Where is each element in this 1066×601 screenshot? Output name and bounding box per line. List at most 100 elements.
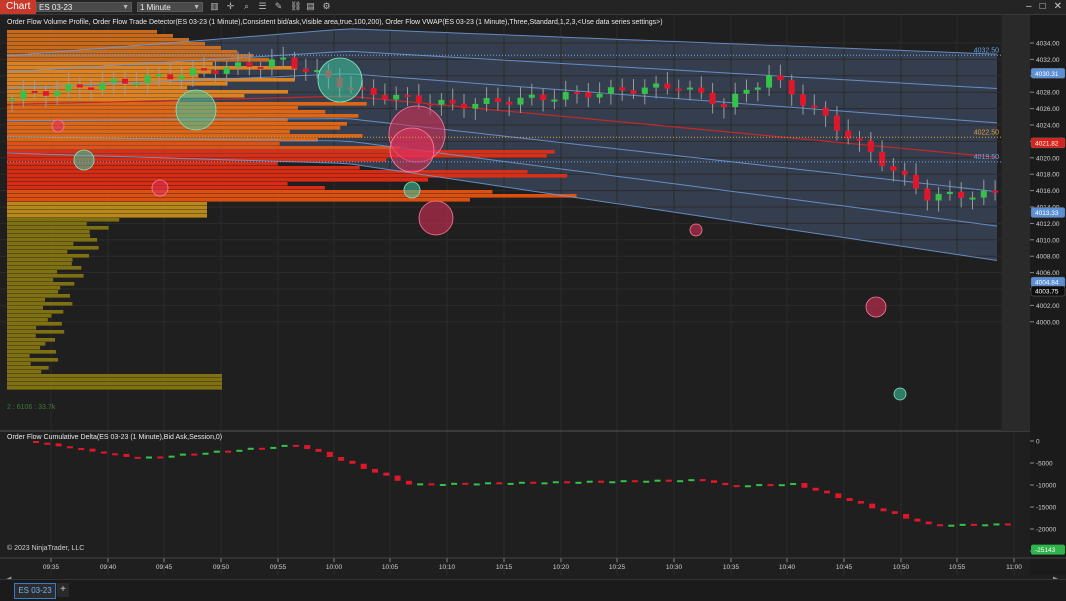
sell-trade-bubble [865,296,887,318]
delta-bar-down [33,441,39,443]
candle-down [675,88,682,91]
candle-up [687,87,693,90]
volume-profile-bar [7,190,493,194]
volume-profile-bar [7,354,30,358]
volume-profile-bar [7,282,75,286]
candle-down [585,92,592,98]
time-axis-label: 10:20 [553,564,570,571]
price-axis-label: 4016.00 [1036,188,1060,195]
delta-bar-down [338,457,345,461]
delta-bar-up [213,450,220,453]
delta-bar-up [247,447,254,450]
volume-profile-bar [7,266,82,270]
delta-bar-down [598,480,604,483]
time-axis-label: 10:25 [609,564,626,571]
candle-up [607,87,614,94]
price-axis-label: 4024.00 [1036,123,1060,130]
candle-down [302,68,309,72]
delta-bar-down [326,451,333,458]
chevron-down-icon: ▼ [122,4,129,11]
period-selector[interactable]: 1 Minute ▼ [137,2,203,12]
delta-bar-up [586,480,593,483]
zoom-icon[interactable]: ⌕ [243,1,250,11]
data-box-icon[interactable]: ▤ [306,1,315,11]
window-minimize-icon[interactable]: – [1026,1,1032,12]
price-axis-label: 4028.00 [1036,90,1060,97]
candle-down [788,80,795,95]
candle-down [167,74,174,80]
price-axis[interactable]: 4034.004032.004030.004028.004026.004024.… [1030,41,1066,327]
time-axis[interactable]: 09:35 09:40 09:45 09:50 09:55 10:00 10:05 10:10… [43,558,1022,571]
price-axis-label: 4032.00 [1036,57,1060,64]
strategy-icon[interactable]: ⚙ [322,1,331,11]
bottom-tab-bar: ES 03-23 + [0,579,1066,601]
delta-bar-down [44,442,51,445]
volume-profile-bar [7,150,555,154]
candle-up [280,57,287,60]
volume-profile-bar [7,298,46,302]
delta-bar-up [620,480,627,483]
candle-down [867,140,874,152]
delta-bar-up [756,484,763,487]
volume-profile-bar [7,310,64,314]
delta-bar-down [801,483,808,488]
candle-down [122,78,128,84]
buy-trade-bubble [175,89,217,131]
cumulative-delta-bars [33,441,1011,527]
candle-down [800,94,806,106]
candle-up [596,93,603,98]
delta-axis[interactable]: 0-5000-10000-15000-20000-25000-25143 [1030,439,1065,556]
delta-bar-down [722,482,729,486]
candle-up [551,99,558,102]
delta-axis-label: -5000 [1036,461,1053,468]
vwap-line [6,95,998,158]
candle-up [754,87,761,90]
window-close-icon[interactable]: ✕ [1053,1,1062,12]
volume-profile-bar [7,86,188,90]
delta-bar-down [191,453,198,456]
candle-up [235,62,241,68]
volume-profile-bar [7,130,290,134]
delta-bar-down [564,481,571,484]
drawing-tools-icon[interactable]: ✎ [274,1,283,11]
time-axis-label: 10:55 [949,564,966,571]
time-axis-label: 09:35 [43,564,60,571]
time-axis-label: 09:50 [213,564,230,571]
delta-bar-up [744,485,751,488]
price-marker-label: 4030.31 [1035,71,1059,78]
candle-up [65,84,72,92]
candle-down [619,87,626,91]
chart-menu-tab[interactable]: Chart [0,0,37,14]
window-maximize-icon[interactable]: □ [1039,1,1046,12]
price-marker-label: 4004.84 [1035,280,1059,287]
delta-bar-down [970,523,977,526]
candle-up [393,94,400,100]
link-icon[interactable]: ⛓ [290,1,302,11]
chart-style-icon[interactable]: ▥ [210,1,219,11]
sell-trade-bubble [51,119,65,133]
candle-up [314,70,321,73]
delta-bar-down [665,479,672,482]
candle-down [913,174,919,189]
volume-profile-bar [7,386,222,390]
volume-profile-bar [7,350,57,354]
buy-trade-bubble [403,181,421,199]
candle-up [562,92,569,100]
candle-down [31,90,38,93]
crosshair-icon[interactable]: ✛ [226,1,235,11]
volume-profile-bar [7,262,72,266]
tab-es-03-23[interactable]: ES 03-23 [14,583,56,599]
delta-bar-up [778,484,785,487]
delta-bar-down [349,460,356,464]
volume-profile-bar [7,250,68,254]
volume-profile-bar [7,358,59,362]
copyright-text: © 2023 NinjaTrader, LLC [7,545,85,552]
add-tab-button[interactable]: + [57,583,69,597]
vwap-lower-band-1 [6,118,998,193]
candle-down [404,94,411,97]
delta-axis-label: 0 [1036,439,1040,446]
properties-icon[interactable]: ☰ [258,1,267,11]
delta-bar-down [1004,523,1011,526]
instrument-selector[interactable]: ES 03-23 ▼ [36,2,132,12]
